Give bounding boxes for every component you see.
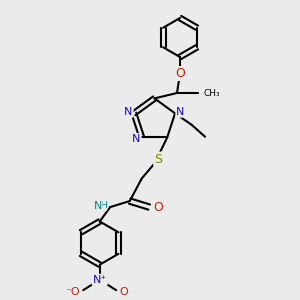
Text: O: O xyxy=(175,67,185,80)
Text: ⁻O: ⁻O xyxy=(65,287,80,297)
Text: N: N xyxy=(124,107,133,117)
Text: CH₃: CH₃ xyxy=(203,88,220,98)
Text: H: H xyxy=(100,201,106,210)
Text: O: O xyxy=(154,201,164,214)
Text: N⁺: N⁺ xyxy=(93,275,107,285)
Text: S: S xyxy=(154,153,162,166)
Text: N: N xyxy=(93,201,102,211)
Text: N: N xyxy=(132,134,141,144)
Text: N: N xyxy=(176,107,184,117)
Text: O: O xyxy=(120,287,128,297)
